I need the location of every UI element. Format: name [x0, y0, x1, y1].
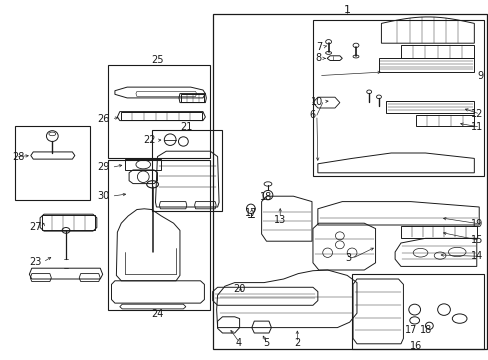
Text: 18: 18	[260, 192, 272, 202]
Text: 16: 16	[408, 341, 421, 351]
Text: 22: 22	[142, 135, 155, 145]
Text: 6: 6	[308, 110, 315, 120]
Text: 15: 15	[470, 235, 482, 246]
Text: 11: 11	[470, 122, 482, 132]
Text: 8: 8	[314, 53, 321, 63]
Text: 17: 17	[244, 208, 257, 218]
Text: 27: 27	[29, 222, 41, 232]
Text: 18: 18	[419, 325, 432, 336]
Text: 3: 3	[344, 253, 350, 264]
Text: 1: 1	[343, 5, 350, 15]
Text: 5: 5	[263, 338, 269, 348]
Text: 23: 23	[29, 257, 41, 267]
Text: 24: 24	[151, 309, 163, 319]
Text: 14: 14	[470, 251, 482, 261]
Text: 29: 29	[98, 162, 110, 172]
Text: 28: 28	[12, 152, 24, 162]
Text: 4: 4	[235, 338, 241, 348]
Text: 9: 9	[476, 71, 482, 81]
Text: 30: 30	[98, 191, 110, 201]
Text: 19: 19	[470, 219, 482, 229]
Text: 20: 20	[233, 284, 245, 294]
Text: 25: 25	[151, 55, 163, 66]
Text: 7: 7	[316, 42, 322, 52]
Text: 13: 13	[273, 215, 286, 225]
Text: 2: 2	[294, 338, 300, 348]
Text: 26: 26	[98, 114, 110, 124]
Text: 12: 12	[470, 109, 482, 119]
Text: 17: 17	[404, 325, 416, 336]
Text: 21: 21	[180, 122, 193, 132]
Text: 10: 10	[310, 96, 322, 107]
